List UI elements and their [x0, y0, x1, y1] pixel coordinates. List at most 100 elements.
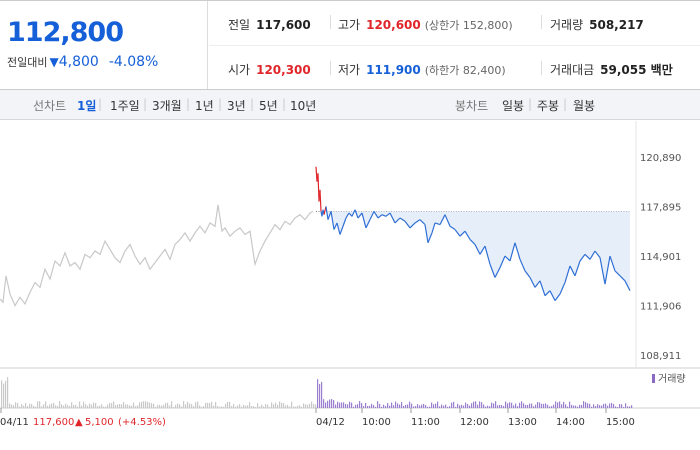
- tab-monthly-candle[interactable]: 월봉: [573, 99, 596, 113]
- tab-weekly-candle[interactable]: 주봉: [537, 99, 560, 113]
- volume-bar: [89, 403, 91, 408]
- x-tick-label: 13:00: [508, 417, 537, 428]
- volume-bar: [235, 406, 237, 408]
- volume-bar: [557, 402, 559, 408]
- volume-bar: [183, 401, 185, 408]
- change-row: 전일대비 ▼4,800 -4.08%: [7, 54, 158, 70]
- series-segment-0412: [342, 217, 347, 227]
- stat-low-value: 111,900: [366, 63, 421, 77]
- volume-legend: 거래량: [652, 373, 686, 385]
- chart-fill-area: [316, 211, 630, 301]
- series-segment-0412: [361, 212, 367, 229]
- volume-bar: [181, 406, 183, 408]
- change-value: 4,800: [58, 54, 99, 70]
- volume-bar: [625, 403, 627, 408]
- volume-bar: [525, 404, 527, 408]
- volume-bar: [155, 406, 157, 408]
- volume-bar: [47, 405, 49, 408]
- series-segment-0412: [414, 219, 421, 224]
- tab-1year[interactable]: 1년: [195, 99, 214, 113]
- volume-bar: [351, 402, 353, 408]
- volume-bar: [217, 405, 219, 408]
- y-tick-label: 108,911: [640, 351, 681, 362]
- series-segment-0412: [489, 264, 496, 278]
- stat-prev-label: 전일: [228, 18, 251, 32]
- volume-bar: [15, 402, 17, 408]
- volume-bar: [291, 401, 293, 408]
- volume-bar: [93, 402, 95, 408]
- volume-bar: [569, 401, 571, 408]
- series-segment-0412: [330, 211, 335, 230]
- volume-bar: [457, 403, 459, 408]
- volume-bar: [475, 401, 477, 408]
- volume-bar: [329, 399, 331, 408]
- series-line-0411: [0, 204, 314, 307]
- volume-bar: [119, 404, 121, 408]
- prev-close-change: 5,100: [85, 417, 114, 428]
- volume-bar: [481, 402, 483, 408]
- series-segment-0412: [479, 245, 486, 255]
- volume-bar: [193, 406, 195, 408]
- series-segment-0412: [419, 219, 426, 226]
- tab-daily-candle[interactable]: 일봉: [502, 99, 525, 113]
- volume-bar: [289, 406, 291, 408]
- series-segment-0412: [564, 265, 571, 283]
- series-segment-0412: [319, 189, 322, 212]
- volume-bar: [73, 404, 75, 408]
- volume-bar: [101, 404, 103, 408]
- volume-bar: [427, 406, 429, 408]
- volume-bar: [229, 401, 231, 408]
- volume-bar: [407, 404, 409, 408]
- volume-bar: [281, 402, 283, 408]
- volume-bar: [529, 403, 531, 408]
- volume-bar: [505, 401, 507, 408]
- volume-bar: [247, 405, 249, 408]
- volume-bar: [337, 401, 339, 408]
- volume-bar: [499, 404, 501, 408]
- volume-bar: [277, 404, 279, 408]
- volume-bar: [367, 405, 369, 408]
- volume-bar: [267, 404, 269, 408]
- volume-bar: [31, 404, 33, 408]
- series-segment-0412: [509, 242, 516, 262]
- tab-1day[interactable]: 1일: [77, 99, 97, 113]
- volume-bar: [387, 403, 389, 408]
- volume-bar: [483, 404, 485, 408]
- tab-10years[interactable]: 10년: [290, 99, 317, 113]
- volume-bar: [263, 406, 265, 408]
- series-segment-0412: [345, 212, 350, 219]
- stat-high-label: 고가: [338, 18, 361, 32]
- volume-bar: [307, 404, 309, 408]
- tab-5years[interactable]: 5년: [259, 99, 278, 113]
- x-tick-label: 14:00: [556, 417, 585, 428]
- series-segment-0412: [325, 206, 329, 220]
- volume-bar: [111, 403, 113, 408]
- volume-bar: [465, 402, 467, 408]
- stat-high-limit: (상한가 152,800): [424, 19, 513, 32]
- below-reference-fill: [316, 211, 630, 301]
- volume-bar: [121, 404, 123, 408]
- volume-bar: [239, 404, 241, 408]
- volume-bar: [615, 406, 617, 408]
- volume-bar: [391, 402, 393, 408]
- series-segment-0412: [494, 267, 501, 278]
- tab-3years[interactable]: 3년: [227, 99, 246, 113]
- tab-3months[interactable]: 3개월: [152, 99, 182, 113]
- stat-prev-value: 117,600: [256, 18, 311, 32]
- x-axis-labels: 04/11 04/12 10:00 11:00 12:00 13:00 14:00 15:00: [0, 408, 635, 428]
- series-segment-0412: [394, 217, 401, 224]
- volume-bar: [105, 406, 107, 408]
- volume-bar: [251, 406, 253, 408]
- tab-1week[interactable]: 1주일: [110, 99, 140, 113]
- series-segment-0412: [439, 214, 446, 225]
- series-segment-0412: [464, 230, 471, 240]
- volume-bar: [533, 406, 535, 408]
- volume-bar: [255, 406, 257, 408]
- volume-bar: [175, 404, 177, 408]
- volume-bar: [211, 401, 213, 408]
- volume-bar: [487, 405, 489, 408]
- volume-bar: [97, 406, 99, 408]
- volume-bar: [551, 406, 553, 408]
- volume-bar: [517, 406, 519, 408]
- volume-bar: [9, 403, 11, 408]
